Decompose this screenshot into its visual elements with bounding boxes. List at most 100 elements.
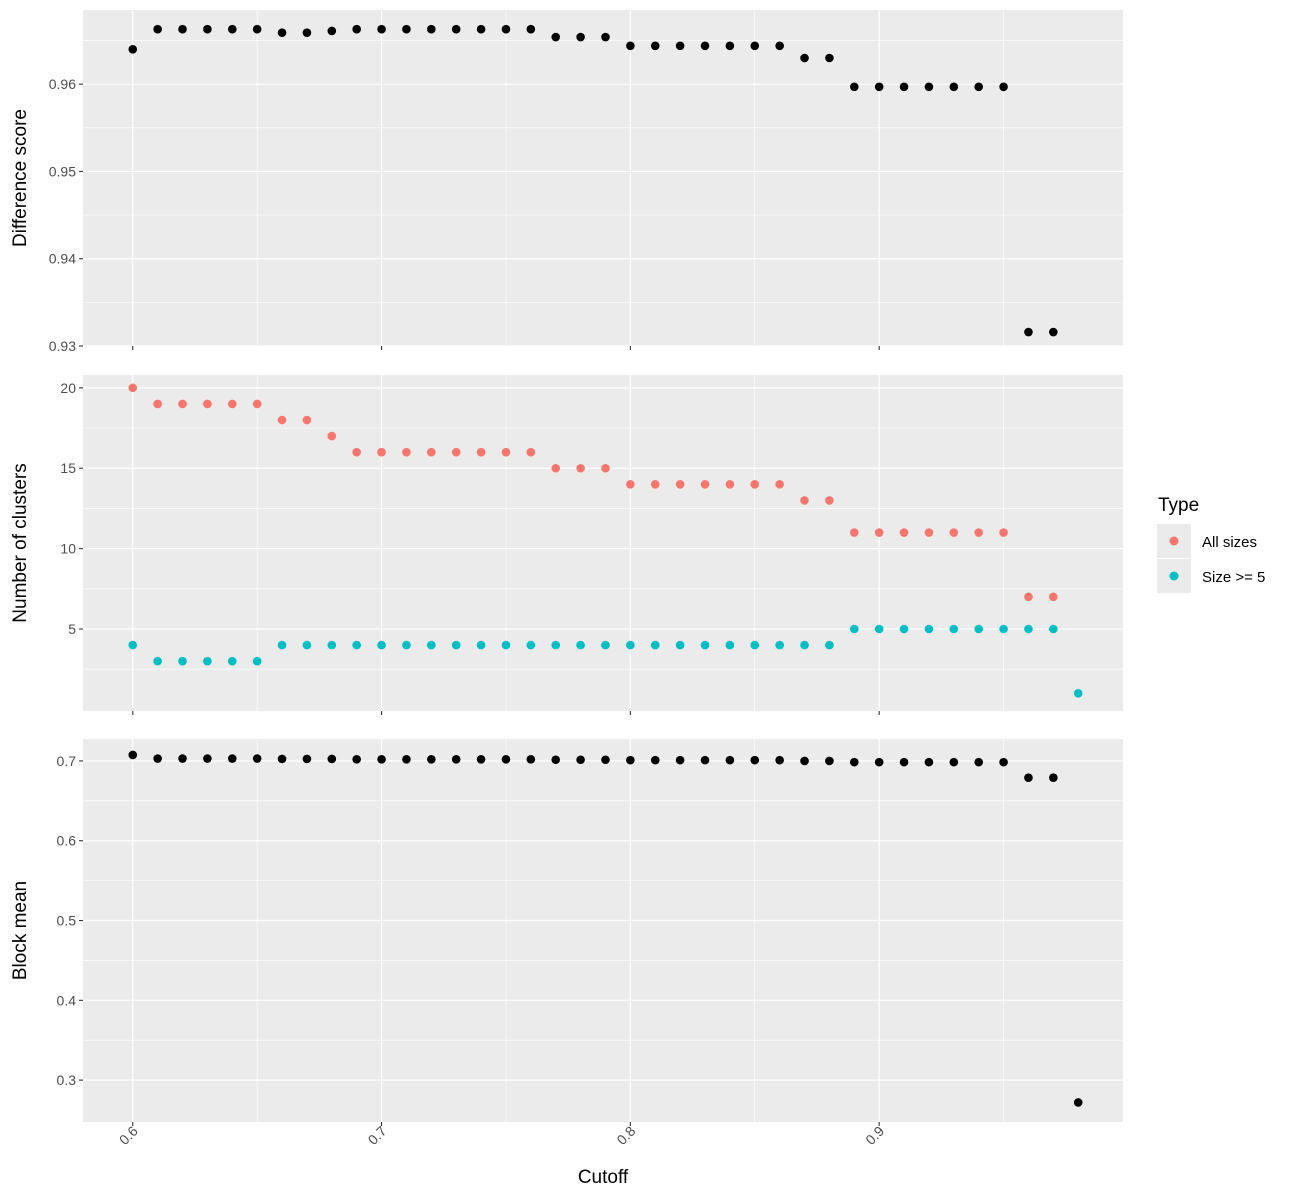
panel-2: 5 10 15 20 Number of clusters <box>10 375 1123 715</box>
panel-background <box>83 375 1123 711</box>
data-point <box>427 755 436 764</box>
data-point <box>650 755 660 765</box>
data-point <box>551 463 561 473</box>
data-point <box>227 656 237 666</box>
panel-3: 0.3 0.4 0.5 0.6 0.7 Block mean <box>10 739 1123 1126</box>
data-point <box>252 656 262 666</box>
data-point <box>949 528 959 537</box>
data-point <box>601 755 610 765</box>
data-point <box>427 640 436 650</box>
data-point <box>427 24 436 34</box>
data-point <box>849 757 859 767</box>
data-point <box>949 757 959 767</box>
data-point <box>899 82 909 92</box>
data-point <box>178 656 187 666</box>
data-point <box>825 496 834 505</box>
y-axis-title: Difference score <box>10 109 31 247</box>
data-point <box>252 754 262 763</box>
series-2 <box>128 624 1083 698</box>
data-point <box>874 624 884 634</box>
data-point <box>252 24 262 34</box>
data-point <box>551 755 561 765</box>
data-point <box>800 756 809 766</box>
data-point <box>327 754 337 764</box>
data-point <box>999 528 1008 537</box>
data-point <box>551 640 561 650</box>
data-point <box>725 480 735 489</box>
data-point <box>302 640 312 650</box>
data-point <box>999 757 1008 767</box>
data-point <box>725 755 735 765</box>
data-point <box>451 447 461 457</box>
data-point <box>675 640 685 650</box>
data-point <box>800 640 809 650</box>
data-point <box>849 624 859 634</box>
y-tick-label: 0.3 <box>57 1072 77 1088</box>
data-point <box>899 624 909 634</box>
data-point <box>650 41 660 51</box>
data-point <box>153 24 162 34</box>
data-point <box>849 82 859 92</box>
y-tick-label: 0.94 <box>49 251 76 267</box>
data-point <box>626 640 635 650</box>
data-point <box>128 750 138 760</box>
data-point <box>1049 327 1058 337</box>
data-point <box>1024 624 1033 634</box>
data-point <box>626 480 635 489</box>
data-point <box>750 41 760 51</box>
data-point <box>377 24 386 34</box>
data-point <box>302 28 312 37</box>
data-point <box>377 640 386 650</box>
data-point <box>277 28 287 37</box>
x-tick-label: 0.6 <box>116 1123 141 1148</box>
data-point <box>178 24 187 34</box>
data-point <box>700 41 710 51</box>
data-point <box>476 640 486 650</box>
data-point <box>153 656 162 666</box>
data-point <box>203 24 212 34</box>
data-point <box>402 24 411 34</box>
data-point <box>227 24 237 34</box>
y-tick-label: 15 <box>60 460 76 476</box>
data-point <box>700 755 710 765</box>
data-point <box>675 480 685 489</box>
data-point <box>377 447 386 457</box>
data-point <box>650 480 660 489</box>
y-tick-label: 10 <box>60 541 76 557</box>
data-point <box>700 480 710 489</box>
data-point <box>451 640 461 650</box>
legend-key-all-sizes <box>1169 536 1179 546</box>
data-point <box>899 528 909 537</box>
data-point <box>352 447 361 457</box>
data-point <box>750 640 760 650</box>
data-point <box>750 755 760 765</box>
data-point <box>352 755 361 764</box>
data-point <box>476 447 486 457</box>
data-point <box>576 32 585 42</box>
data-point <box>327 26 337 36</box>
data-point <box>725 640 735 650</box>
data-point <box>352 640 361 650</box>
data-point <box>725 41 735 51</box>
panel-1: 0.93 0.94 0.95 0.96 Difference score <box>10 10 1123 354</box>
data-point <box>800 496 809 505</box>
data-point <box>526 447 536 457</box>
data-point <box>327 640 337 650</box>
data-point <box>949 624 959 634</box>
y-tick-label: 0.4 <box>57 992 77 1008</box>
y-tick-label: 0.93 <box>49 338 76 354</box>
data-point <box>252 399 262 409</box>
data-point <box>327 431 337 441</box>
data-point <box>974 624 983 634</box>
data-point <box>899 757 909 767</box>
data-point <box>203 754 212 763</box>
y-tick-label: 0.95 <box>49 163 76 179</box>
legend-key-size-5 <box>1169 571 1179 581</box>
y-tick-label: 0.96 <box>49 76 76 92</box>
data-point <box>974 528 983 537</box>
data-point <box>501 447 511 457</box>
data-point <box>402 755 411 764</box>
data-point <box>1049 773 1058 782</box>
data-point <box>402 640 411 650</box>
